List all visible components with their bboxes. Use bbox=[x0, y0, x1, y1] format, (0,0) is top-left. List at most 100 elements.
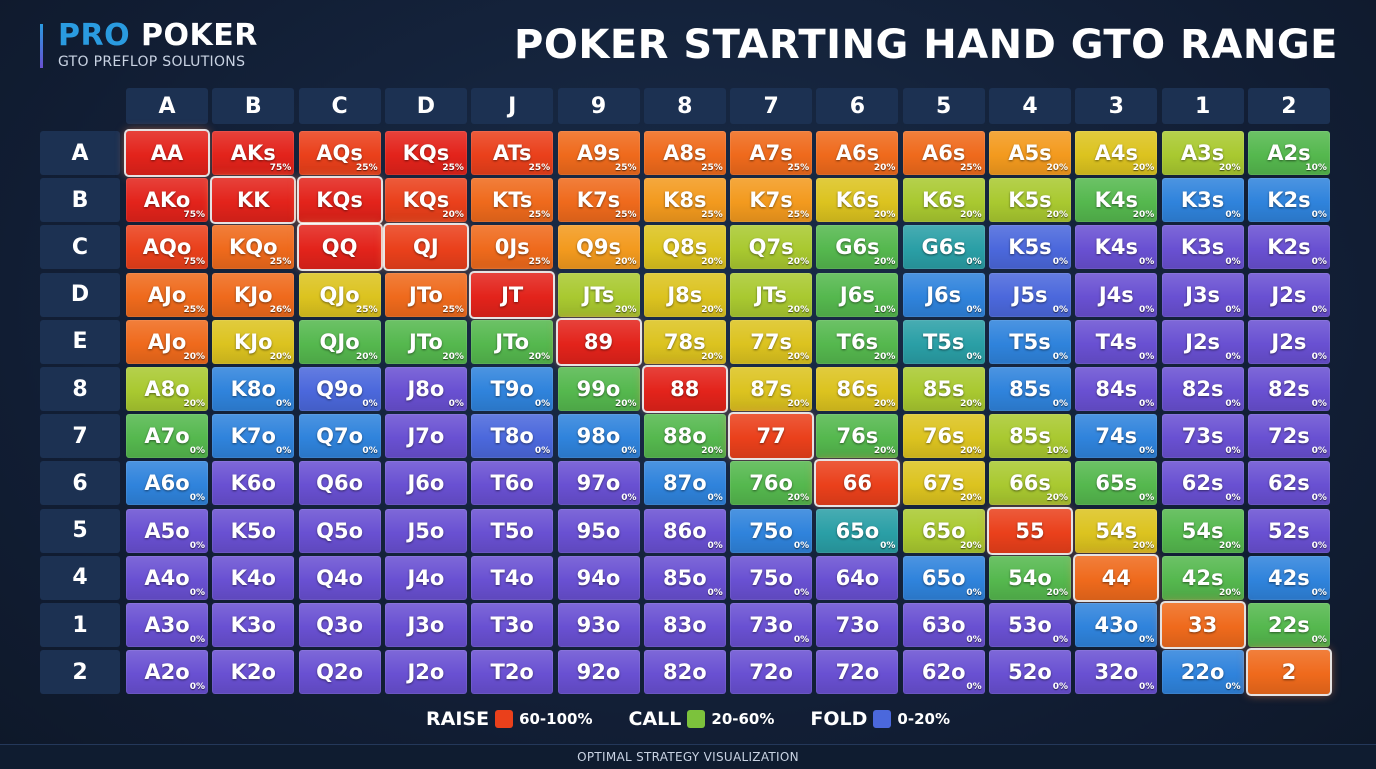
hand-label: K2o bbox=[230, 660, 276, 685]
hand-cell: 43o 0% bbox=[1075, 603, 1158, 647]
hand-percent: 25% bbox=[269, 257, 292, 268]
hand-cell: 73o 0% bbox=[730, 603, 813, 647]
hand-cell: QJ bbox=[384, 225, 467, 270]
hand-label: 22s bbox=[1268, 613, 1310, 637]
column-header: D bbox=[384, 88, 467, 124]
hand-percent: 0% bbox=[1225, 682, 1241, 693]
hand-cell: ATs 25% bbox=[471, 131, 554, 175]
hand-cell: 94o bbox=[557, 555, 640, 600]
hand-label: K5s bbox=[1008, 188, 1052, 213]
hand-cell: A2s 10% bbox=[1247, 131, 1330, 175]
hand-percent: 20% bbox=[1132, 540, 1155, 551]
hand-cell: Q7s 20% bbox=[730, 225, 813, 270]
hand-label: A3o bbox=[144, 613, 190, 637]
hand-cell: 83o bbox=[643, 603, 726, 647]
hand-cell: JTo 20% bbox=[384, 319, 467, 364]
row-header: A bbox=[40, 131, 120, 175]
hand-percent: 0% bbox=[1311, 446, 1327, 457]
hand-cell: KQs 25% bbox=[384, 131, 467, 175]
hand-label: J2s bbox=[1271, 329, 1307, 354]
hand-label: Q7s bbox=[748, 235, 794, 260]
hand-label: 66 bbox=[842, 471, 872, 496]
hand-percent: 0% bbox=[189, 446, 205, 457]
hand-label: Q3o bbox=[316, 613, 364, 637]
hand-cell: K7s 25% bbox=[730, 178, 813, 223]
hand-percent: 0% bbox=[1139, 304, 1155, 315]
hand-label: K6s bbox=[921, 188, 966, 213]
hand-label: JTs bbox=[582, 282, 615, 307]
hand-label: 95o bbox=[576, 518, 621, 543]
hand-cell: 54o 20% bbox=[989, 555, 1071, 600]
hand-cell: 72o bbox=[730, 650, 813, 695]
hand-cell: 65s 0% bbox=[1075, 461, 1158, 506]
hand-label: 32o bbox=[1094, 660, 1139, 685]
hand-cell: K3s 0% bbox=[1161, 178, 1244, 223]
hand-label: A8o bbox=[144, 377, 190, 401]
hand-cell: A3o 0% bbox=[126, 603, 208, 647]
hand-percent: 25% bbox=[183, 304, 205, 315]
hand-label: QJ bbox=[413, 235, 439, 260]
legend: RAISE 60-100% CALL 20-60% FOLD 0-20% bbox=[0, 708, 1376, 730]
hand-cell: 85o 0% bbox=[643, 555, 726, 600]
hand-label: 42s bbox=[1268, 565, 1310, 590]
hand-cell: J7o bbox=[384, 414, 467, 459]
hand-label: 77 bbox=[756, 424, 786, 449]
hand-label: 76o bbox=[749, 471, 793, 496]
hand-percent: 0% bbox=[1225, 493, 1241, 504]
hand-label: 93o bbox=[576, 613, 621, 637]
hand-cell: 82s 0% bbox=[1247, 367, 1330, 411]
hand-cell: KJo 26% bbox=[212, 272, 295, 317]
hand-cell: JTs 20% bbox=[557, 272, 640, 317]
hand-percent: 0% bbox=[1225, 399, 1241, 409]
hand-cell: T8o 0% bbox=[471, 414, 554, 459]
hand-label: 66s bbox=[1009, 471, 1051, 496]
hand-label: AKo bbox=[143, 188, 191, 213]
hand-percent: 0% bbox=[1311, 587, 1327, 598]
hand-label: 82s bbox=[1268, 377, 1310, 401]
hand-cell: T2o bbox=[471, 650, 554, 695]
hand-percent: 0% bbox=[966, 587, 982, 598]
brand-pro: PRO bbox=[58, 18, 131, 53]
hand-percent: 25% bbox=[701, 210, 723, 221]
hand-cell: 42s 20% bbox=[1161, 555, 1244, 600]
hand-percent: 10% bbox=[1305, 163, 1327, 173]
hand-percent: 25% bbox=[528, 257, 551, 268]
legend-range: 0-20% bbox=[897, 710, 950, 728]
hand-label: A7o bbox=[144, 424, 190, 449]
hand-cell: A7s 25% bbox=[730, 131, 813, 175]
hand-cell: 53o 0% bbox=[989, 603, 1071, 647]
hand-cell: 76s 20% bbox=[902, 414, 985, 459]
hand-cell: T5s 0% bbox=[989, 319, 1071, 364]
hand-label: T8o bbox=[490, 424, 534, 449]
hand-cell: J3o bbox=[384, 603, 467, 647]
hand-cell: K3s 0% bbox=[1161, 225, 1244, 270]
hand-label: K4s bbox=[1094, 188, 1138, 213]
hand-percent: 0% bbox=[189, 635, 205, 645]
hand-percent: 20% bbox=[873, 257, 896, 268]
hand-cell: Q7o 0% bbox=[298, 414, 381, 459]
hand-label: T2o bbox=[490, 660, 534, 685]
hand-cell: J3s 0% bbox=[1161, 272, 1244, 317]
hand-percent: 0% bbox=[1139, 351, 1155, 362]
hand-cell: 63o 0% bbox=[902, 603, 985, 647]
hand-percent: 0% bbox=[1052, 351, 1068, 362]
hand-cell: KQo 25% bbox=[212, 225, 295, 270]
hand-label: A6s bbox=[835, 141, 880, 165]
hand-percent: 25% bbox=[442, 163, 464, 173]
hand-cell: AJo 25% bbox=[126, 272, 208, 317]
row-header: D bbox=[40, 272, 120, 317]
hand-cell: Q2o bbox=[298, 650, 381, 695]
hand-cell: 54s 20% bbox=[1075, 508, 1158, 553]
hand-cell: T6s 20% bbox=[816, 319, 899, 364]
hand-percent: 20% bbox=[960, 540, 982, 551]
hand-label: 73o bbox=[835, 613, 880, 637]
hand-cell: T6o bbox=[471, 461, 554, 506]
hand-label: Q7o bbox=[316, 424, 364, 449]
hand-percent: 20% bbox=[701, 304, 723, 315]
hand-label: 22o bbox=[1180, 660, 1225, 685]
hand-label: 89 bbox=[583, 329, 614, 354]
hand-cell: K4s 0% bbox=[1075, 225, 1158, 270]
hand-label: AQo bbox=[142, 235, 192, 260]
hand-cell: Q9s 20% bbox=[557, 225, 640, 270]
hand-label: T9o bbox=[490, 377, 534, 401]
